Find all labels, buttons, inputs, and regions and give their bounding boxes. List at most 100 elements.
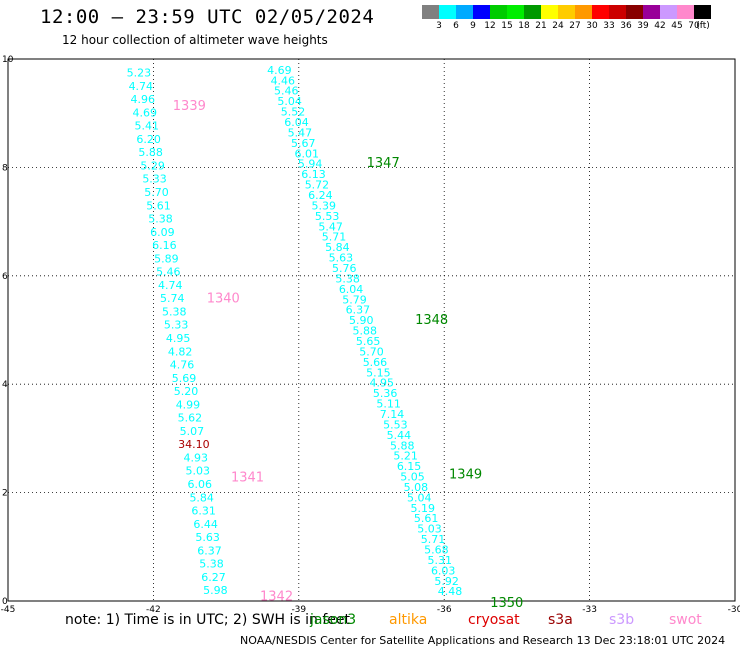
wave-height-value: 5.71: [421, 533, 446, 546]
color-scale-label: 18: [518, 21, 530, 31]
color-scale-box: [609, 5, 626, 19]
wave-height-value: 6.24: [308, 189, 333, 202]
wave-height-value: 4.93: [184, 451, 209, 464]
wave-height-value: 5.70: [359, 345, 384, 358]
pass-number-label: 1348: [415, 313, 448, 328]
wave-height-value: 5.62: [178, 412, 203, 425]
wave-height-value: 5.33: [164, 319, 189, 332]
color-scale-box: [541, 5, 558, 19]
wave-height-value: 5.52: [281, 106, 306, 119]
note-text: note: 1) Time is in UTC; 2) SWH is in fe…: [65, 612, 351, 628]
color-scale-label: (ft): [696, 21, 710, 31]
wave-height-value: 5.03: [186, 465, 211, 478]
legend-s3a: s3a: [548, 612, 573, 628]
x-tick-label: -30: [728, 605, 740, 615]
wave-height-value: 4.69: [267, 64, 292, 77]
wave-height-value: 6.15: [397, 460, 422, 473]
wave-height-value: 4.48: [438, 585, 463, 598]
wave-height-value: 5.88: [390, 439, 415, 452]
wave-height-value: 5.76: [332, 262, 357, 275]
color-scale-label: 15: [501, 21, 513, 31]
wave-height-value: 5.67: [291, 137, 316, 150]
color-scale-box: [439, 5, 456, 19]
wave-height-value: 4.96: [131, 93, 156, 106]
wave-height-value: 5.53: [315, 210, 340, 223]
wave-height-value: 6.09: [150, 226, 175, 239]
wave-height-value: 7.14: [380, 408, 405, 421]
wave-height-value: 4.95: [166, 332, 191, 345]
color-scale-box: [456, 5, 473, 19]
wave-height-value: 5.19: [410, 502, 435, 515]
wave-height-value: 6.06: [187, 478, 212, 491]
wave-height-value: 5.04: [407, 491, 432, 504]
pass-number-label: 1340: [207, 291, 240, 306]
legend-altika: altika: [389, 612, 428, 628]
wave-height-value: 6.16: [152, 239, 177, 252]
x-tick-label: -45: [1, 605, 16, 615]
wave-height-value: 6.44: [193, 518, 218, 531]
color-scale-box: [524, 5, 541, 19]
color-scale-box: [575, 5, 592, 19]
wave-height-value: 5.71: [322, 231, 347, 244]
color-scale-label: 21: [535, 21, 547, 31]
color-scale-box: [626, 5, 643, 19]
wave-height-value: 5.41: [134, 120, 159, 133]
wave-height-value: 5.21: [393, 450, 418, 463]
plot-frame: [7, 58, 736, 602]
wave-height-value: 5.88: [138, 146, 163, 159]
wave-height-value: 5.38: [335, 272, 360, 285]
chart-title: 12:00 – 23:59 UTC 02/05/2024: [40, 6, 375, 28]
wave-height-value: 5.70: [144, 186, 169, 199]
wave-height-value: 6.31: [191, 505, 216, 518]
wave-height-value: 4.69: [133, 106, 158, 119]
color-scale-box: [490, 5, 507, 19]
color-scale-label: 6: [453, 21, 459, 31]
wave-height-value: 5.23: [127, 67, 152, 80]
color-scale-label: 24: [552, 21, 564, 31]
color-scale-box: [507, 5, 524, 19]
color-scale-label: 70: [688, 21, 700, 31]
wave-height-value: 6.37: [346, 304, 371, 317]
wave-height-value: 4.46: [271, 74, 296, 87]
wave-height-value: 5.31: [428, 554, 453, 567]
wave-height-value: 5.53: [383, 418, 408, 431]
wave-height-value: 5.03: [417, 523, 442, 536]
color-scale-label: 30: [586, 21, 598, 31]
legend-swot: swot: [669, 612, 702, 628]
color-scale-box: [643, 5, 660, 19]
color-scale-box: [677, 5, 694, 19]
color-scale-label: 39: [637, 21, 649, 31]
wave-height-value: 5.74: [160, 292, 185, 305]
pass-number-label: 1339: [173, 99, 206, 114]
wave-height-value: 6.27: [201, 571, 226, 584]
color-scale-label: 42: [654, 21, 666, 31]
wave-height-value: 6.20: [136, 133, 161, 146]
wave-height-value: 5.04: [277, 95, 302, 108]
wave-height-value: 5.90: [349, 314, 374, 327]
wave-height-value: 5.29: [140, 159, 165, 172]
wave-height-value: 5.05: [400, 471, 425, 484]
wave-height-value: 5.65: [356, 335, 381, 348]
color-scale: 3 6 9 12 15 18 21 24 27 30 33 36 39 42 45 70 (ft): [422, 5, 740, 33]
pass-number-label: 1341: [231, 470, 264, 485]
x-tick-label: -33: [582, 605, 597, 615]
wave-height-value: 6.37: [197, 544, 222, 557]
chart-subtitle: 12 hour collection of altimeter wave hei…: [62, 33, 328, 47]
wave-height-value: 5.63: [329, 252, 354, 265]
y-tick-label: 4: [2, 380, 8, 390]
legend-jason3: jason3: [310, 612, 357, 628]
wave-height-value: 5.47: [318, 220, 343, 233]
y-tick-label: 6: [2, 272, 8, 282]
wave-height-value: 5.94: [298, 158, 323, 171]
color-scale-label: 27: [569, 21, 581, 31]
wave-height-value: 4.82: [168, 345, 193, 358]
color-scale-label: 33: [603, 21, 615, 31]
color-scale-label: 36: [620, 21, 632, 31]
wave-height-value: 5.47: [288, 126, 313, 139]
wave-height-value: 6.04: [284, 116, 309, 129]
wave-height-value: 4.74: [158, 279, 183, 292]
wave-height-value: 6.04: [339, 283, 364, 296]
wave-height-value: 4.95: [370, 377, 395, 390]
color-scale-box: [422, 5, 439, 19]
y-tick-label: 10: [2, 55, 14, 65]
